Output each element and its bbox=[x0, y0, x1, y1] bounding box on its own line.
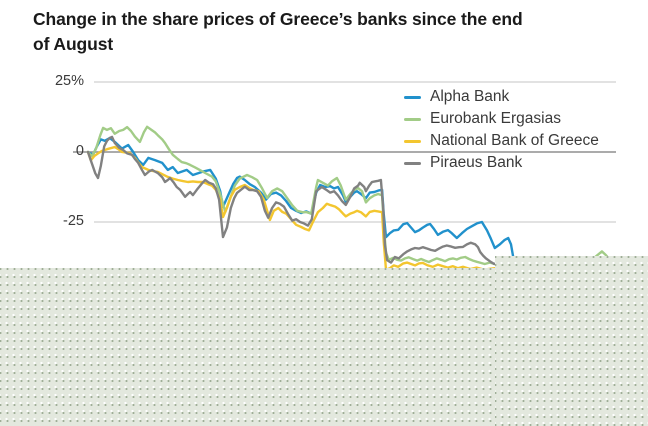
y-axis-tick-25pct: 25% bbox=[54, 73, 84, 89]
legend-swatch-icon bbox=[404, 139, 421, 143]
y-axis-tick-0: 0 bbox=[75, 143, 84, 159]
chart-title-line2: of August bbox=[33, 34, 114, 54]
chart-title-line1: Change in the share prices of Greece’s b… bbox=[33, 9, 523, 29]
legend-swatch-icon bbox=[404, 117, 421, 121]
legend-item-national-bank-of-greece: National Bank of Greece bbox=[404, 130, 599, 152]
legend-item-alpha-bank: Alpha Bank bbox=[404, 86, 599, 108]
legend-label: Alpha Bank bbox=[430, 88, 510, 105]
legend-item-eurobank-ergasias: Eurobank Ergasias bbox=[404, 108, 599, 130]
legend-swatch-icon bbox=[404, 161, 421, 165]
y-axis-tick-neg25: -25 bbox=[63, 213, 84, 229]
legend: Alpha Bank Eurobank Ergasias National Ba… bbox=[404, 86, 599, 174]
chart-title: Change in the share prices of Greece’s b… bbox=[33, 7, 639, 57]
series-line-eurobank-ergasias bbox=[86, 125, 648, 267]
redacted-region-right bbox=[495, 256, 648, 426]
legend-item-piraeus-bank: Piraeus Bank bbox=[404, 152, 599, 174]
legend-label: Eurobank Ergasias bbox=[430, 110, 561, 127]
redacted-region-left bbox=[0, 268, 495, 426]
series-line-piraeus-bank bbox=[86, 135, 648, 268]
legend-label: National Bank of Greece bbox=[430, 132, 599, 149]
legend-swatch-icon bbox=[404, 95, 421, 99]
legend-label: Piraeus Bank bbox=[430, 154, 523, 171]
